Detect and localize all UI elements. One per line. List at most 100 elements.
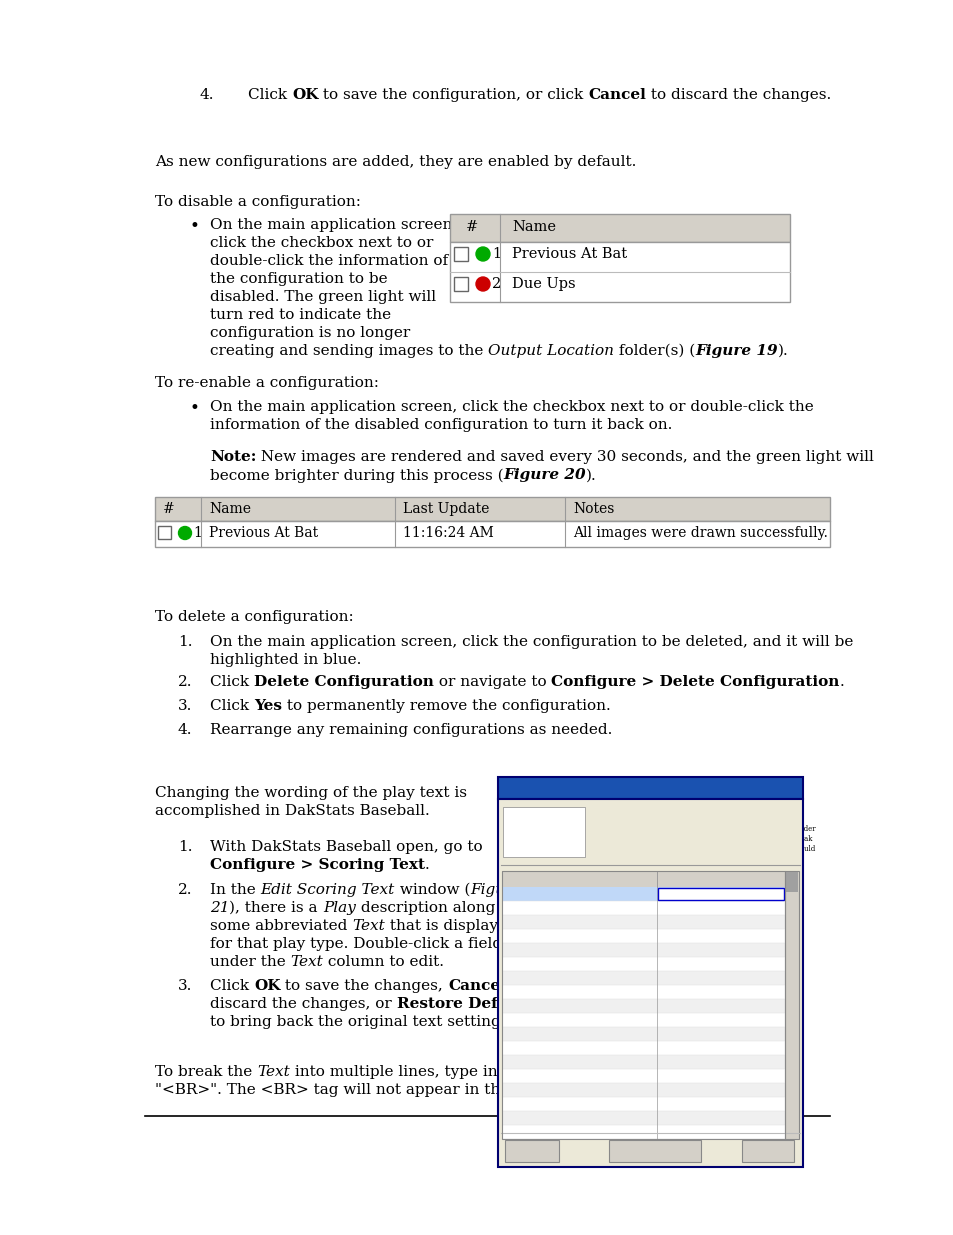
Text: Click: Click [210,979,253,993]
Text: In the: In the [210,883,260,897]
Text: HBP: HBP [660,1114,679,1121]
Text: 2.: 2. [178,883,193,897]
Text: Click: Click [210,674,253,689]
Text: Normal Strikeout: Normal Strikeout [503,1057,575,1066]
Text: Grounded into Double Play: Grounded into Double Play [503,903,613,911]
Text: description along with: description along with [355,900,534,915]
FancyBboxPatch shape [154,496,829,521]
Text: 1: 1 [492,247,500,261]
Text: .: . [424,858,429,872]
FancyBboxPatch shape [741,1140,793,1162]
Text: Bunt Sale on Squeeze: Bunt Sale on Squeeze [503,988,593,995]
Text: Play: Play [505,874,525,883]
Text: Bunted into Triple Play: Bunted into Triple Play [503,889,598,898]
Text: Click: Click [210,699,253,713]
Text: DP: DP [660,931,672,940]
Text: disabled. The green light will: disabled. The green light will [210,290,436,304]
Text: ✓: ✓ [455,247,462,261]
Text: Cancel: Cancel [448,979,505,993]
FancyBboxPatch shape [501,986,784,999]
Text: ►: ► [646,889,652,898]
Text: highlighted in blue.: highlighted in blue. [210,653,361,667]
Text: become brighter during this process (: become brighter during this process ( [210,468,503,483]
Text: E: E [660,1015,666,1024]
Text: Note:: Note: [210,451,256,464]
Text: Name: Name [209,501,251,516]
Text: To delete a configuration:: To delete a configuration: [154,610,354,624]
FancyBboxPatch shape [501,1070,784,1083]
Text: discard the changes, or: discard the changes, or [210,997,396,1011]
Text: into multiple lines, type in: into multiple lines, type in [290,1066,497,1079]
FancyBboxPatch shape [785,872,797,893]
Text: •: • [190,400,200,416]
Text: ).: ). [586,468,597,482]
Text: Text: Text [660,874,679,883]
Text: ✓: ✓ [159,526,166,538]
Text: "<BR>". The <BR> tag will not appear in the RTD: "<BR>". The <BR> tag will not appear in … [154,1083,547,1098]
Text: information of the disabled configuration to turn it back on.: information of the disabled configuratio… [210,417,672,432]
Text: to permanently remove the configuration.: to permanently remove the configuration. [282,699,610,713]
FancyBboxPatch shape [501,944,784,957]
FancyBboxPatch shape [454,277,468,291]
Text: Figure: Figure [470,883,521,897]
Text: OK: OK [253,979,280,993]
Text: Double: Double [503,1072,532,1079]
Text: Restore Defaults: Restore Defaults [613,1146,696,1155]
Text: 11:16:24 AM: 11:16:24 AM [402,526,494,540]
Text: 1B: 1B [660,1030,671,1037]
Text: 2.: 2. [178,674,193,689]
FancyBboxPatch shape [497,799,802,1167]
Text: or navigate to: or navigate to [434,674,551,689]
Text: .: . [839,674,843,689]
Text: that is displayed: that is displayed [385,919,517,932]
Text: for that play type. Double-click a field: for that play type. Double-click a field [210,936,501,951]
Text: BB: BB [660,1128,672,1135]
Text: Bunt Safety on Fielders Choice: Bunt Safety on Fielders Choice [503,960,630,967]
Text: Triple: Triple [503,1128,528,1135]
Text: Batter Interference: Batter Interference [503,1086,583,1093]
FancyBboxPatch shape [784,872,799,1140]
Text: Sac Bunt Safety on Error: Sac Bunt Safety on Error [503,946,605,953]
Text: OK: OK [760,1146,775,1155]
Text: Sac: Sac [660,918,675,925]
Text: to bring back the original text settings.: to bring back the original text settings… [210,1015,513,1029]
Text: HBOBB: HBOBB [660,1044,692,1051]
Text: folder(s) (: folder(s) ( [614,345,695,358]
Text: Edit Scoring Text: Edit Scoring Text [505,781,603,790]
Text: On the main application screen, click the configuration to be deleted, and it wi: On the main application screen, click th… [210,635,853,650]
Circle shape [476,277,490,291]
FancyBboxPatch shape [450,242,789,303]
Text: On the main application screen, click the checkbox next to or double-click the: On the main application screen, click th… [210,400,813,414]
Text: to discard the changes.: to discard the changes. [646,88,831,103]
Text: 3.: 3. [178,979,193,993]
Text: Bunted into Double Play: Bunted into Double Play [503,931,602,940]
FancyBboxPatch shape [501,999,784,1014]
Text: Output Location: Output Location [488,345,614,358]
Text: ).: ). [778,345,788,358]
Text: Due Ups: Due Ups [512,277,575,291]
Text: Configure > Delete Configuration: Configure > Delete Configuration [551,674,839,689]
FancyBboxPatch shape [501,1125,784,1140]
Text: FC: FC [660,960,672,967]
Text: the configuration to be: the configuration to be [210,272,387,287]
FancyBboxPatch shape [501,957,784,972]
FancyBboxPatch shape [501,1083,784,1098]
Text: accomplished in DakStats Baseball.: accomplished in DakStats Baseball. [154,804,429,819]
Text: Cancel: Cancel [515,1146,548,1155]
Text: Bat out of Order: Bat out of Order [503,1002,570,1009]
FancyBboxPatch shape [504,1140,558,1162]
Text: Configure > Scoring Text: Configure > Scoring Text [210,858,424,872]
Text: E: E [660,946,666,953]
Text: 2B: 2B [660,1072,671,1079]
Text: Edit Scoring Text: Edit Scoring Text [260,883,395,897]
Text: to save the configuration, or click: to save the configuration, or click [318,88,588,103]
Text: Play: Play [322,900,355,915]
Text: Delete Configuration: Delete Configuration [253,674,434,689]
Text: Yes: Yes [253,699,282,713]
FancyBboxPatch shape [454,247,468,261]
Text: Changing the wording of the play text is: Changing the wording of the play text is [154,787,467,800]
Text: 1.: 1. [178,840,193,855]
FancyBboxPatch shape [501,1098,784,1112]
Text: BI: BI [660,1086,669,1093]
Text: Hit by own Batted Ball: Hit by own Batted Ball [503,1044,596,1051]
